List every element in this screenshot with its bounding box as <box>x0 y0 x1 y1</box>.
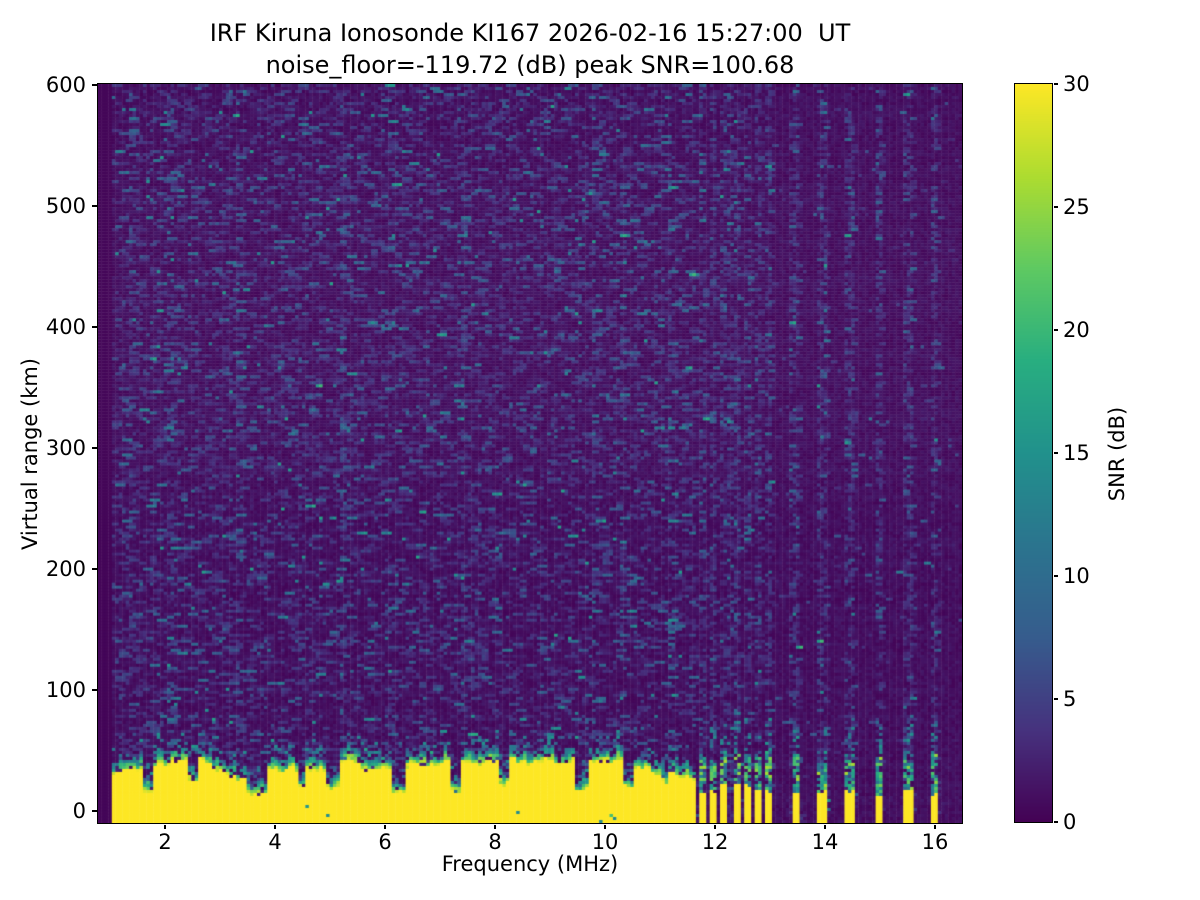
colorbar-tick-mark-0 <box>1053 821 1058 823</box>
x-tick-mark-6 <box>384 824 386 829</box>
y-tick-label-400: 400 <box>45 315 86 340</box>
y-tick-mark-300 <box>92 447 97 449</box>
colorbar-tick-label-0: 0 <box>1063 810 1077 834</box>
colorbar-tick-mark-15 <box>1053 452 1058 454</box>
colorbar-gradient <box>1014 83 1052 822</box>
colorbar <box>1013 82 1053 823</box>
colorbar-tick-label-10: 10 <box>1063 564 1090 588</box>
x-axis-label: Frequency (MHz) <box>441 852 619 876</box>
x-tick-label-8: 8 <box>488 830 502 854</box>
colorbar-tick-label-20: 20 <box>1063 318 1090 342</box>
colorbar-label: SNR (dB) <box>1105 406 1129 502</box>
x-tick-mark-2 <box>164 824 166 829</box>
plot-area <box>96 82 963 824</box>
y-tick-label-600: 600 <box>45 73 86 98</box>
x-tick-mark-10 <box>604 824 606 829</box>
x-tick-label-4: 4 <box>268 830 282 854</box>
x-tick-label-12: 12 <box>701 830 729 854</box>
y-tick-label-0: 0 <box>72 798 86 823</box>
y-tick-label-300: 300 <box>45 436 86 461</box>
y-tick-label-200: 200 <box>45 557 86 581</box>
x-tick-mark-16 <box>934 824 936 829</box>
x-tick-label-14: 14 <box>811 830 839 854</box>
colorbar-tick-mark-5 <box>1053 698 1058 700</box>
figure-title-line1: IRF Kiruna Ionosonde KI167 2026-02-16 15… <box>209 19 851 47</box>
y-tick-mark-500 <box>92 205 97 207</box>
x-tick-label-16: 16 <box>921 830 949 854</box>
colorbar-tick-label-15: 15 <box>1063 441 1090 465</box>
ionogram-heatmap <box>97 83 962 823</box>
y-tick-mark-100 <box>92 689 97 691</box>
x-tick-mark-8 <box>494 824 496 829</box>
colorbar-tick-mark-30 <box>1053 83 1058 85</box>
x-tick-mark-4 <box>274 824 276 829</box>
colorbar-tick-mark-20 <box>1053 329 1058 331</box>
colorbar-tick-label-5: 5 <box>1063 687 1077 711</box>
x-tick-mark-12 <box>714 824 716 829</box>
y-tick-mark-0 <box>92 810 97 812</box>
colorbar-tick-label-30: 30 <box>1063 72 1090 96</box>
x-tick-label-2: 2 <box>158 830 172 854</box>
y-tick-label-500: 500 <box>45 194 86 219</box>
y-axis-label: Virtual range (km) <box>18 357 42 551</box>
colorbar-tick-label-25: 25 <box>1063 195 1090 219</box>
colorbar-tick-mark-25 <box>1053 206 1058 208</box>
colorbar-tick-mark-10 <box>1053 575 1058 577</box>
x-tick-mark-14 <box>824 824 826 829</box>
y-tick-mark-600 <box>92 84 97 86</box>
y-tick-label-100: 100 <box>45 677 86 702</box>
x-tick-label-6: 6 <box>378 830 392 854</box>
x-tick-label-10: 10 <box>591 830 619 854</box>
y-tick-mark-400 <box>92 326 97 328</box>
figure-title-line2: noise_floor=-119.72 (dB) peak SNR=100.68 <box>265 51 795 79</box>
y-tick-mark-200 <box>92 568 97 570</box>
